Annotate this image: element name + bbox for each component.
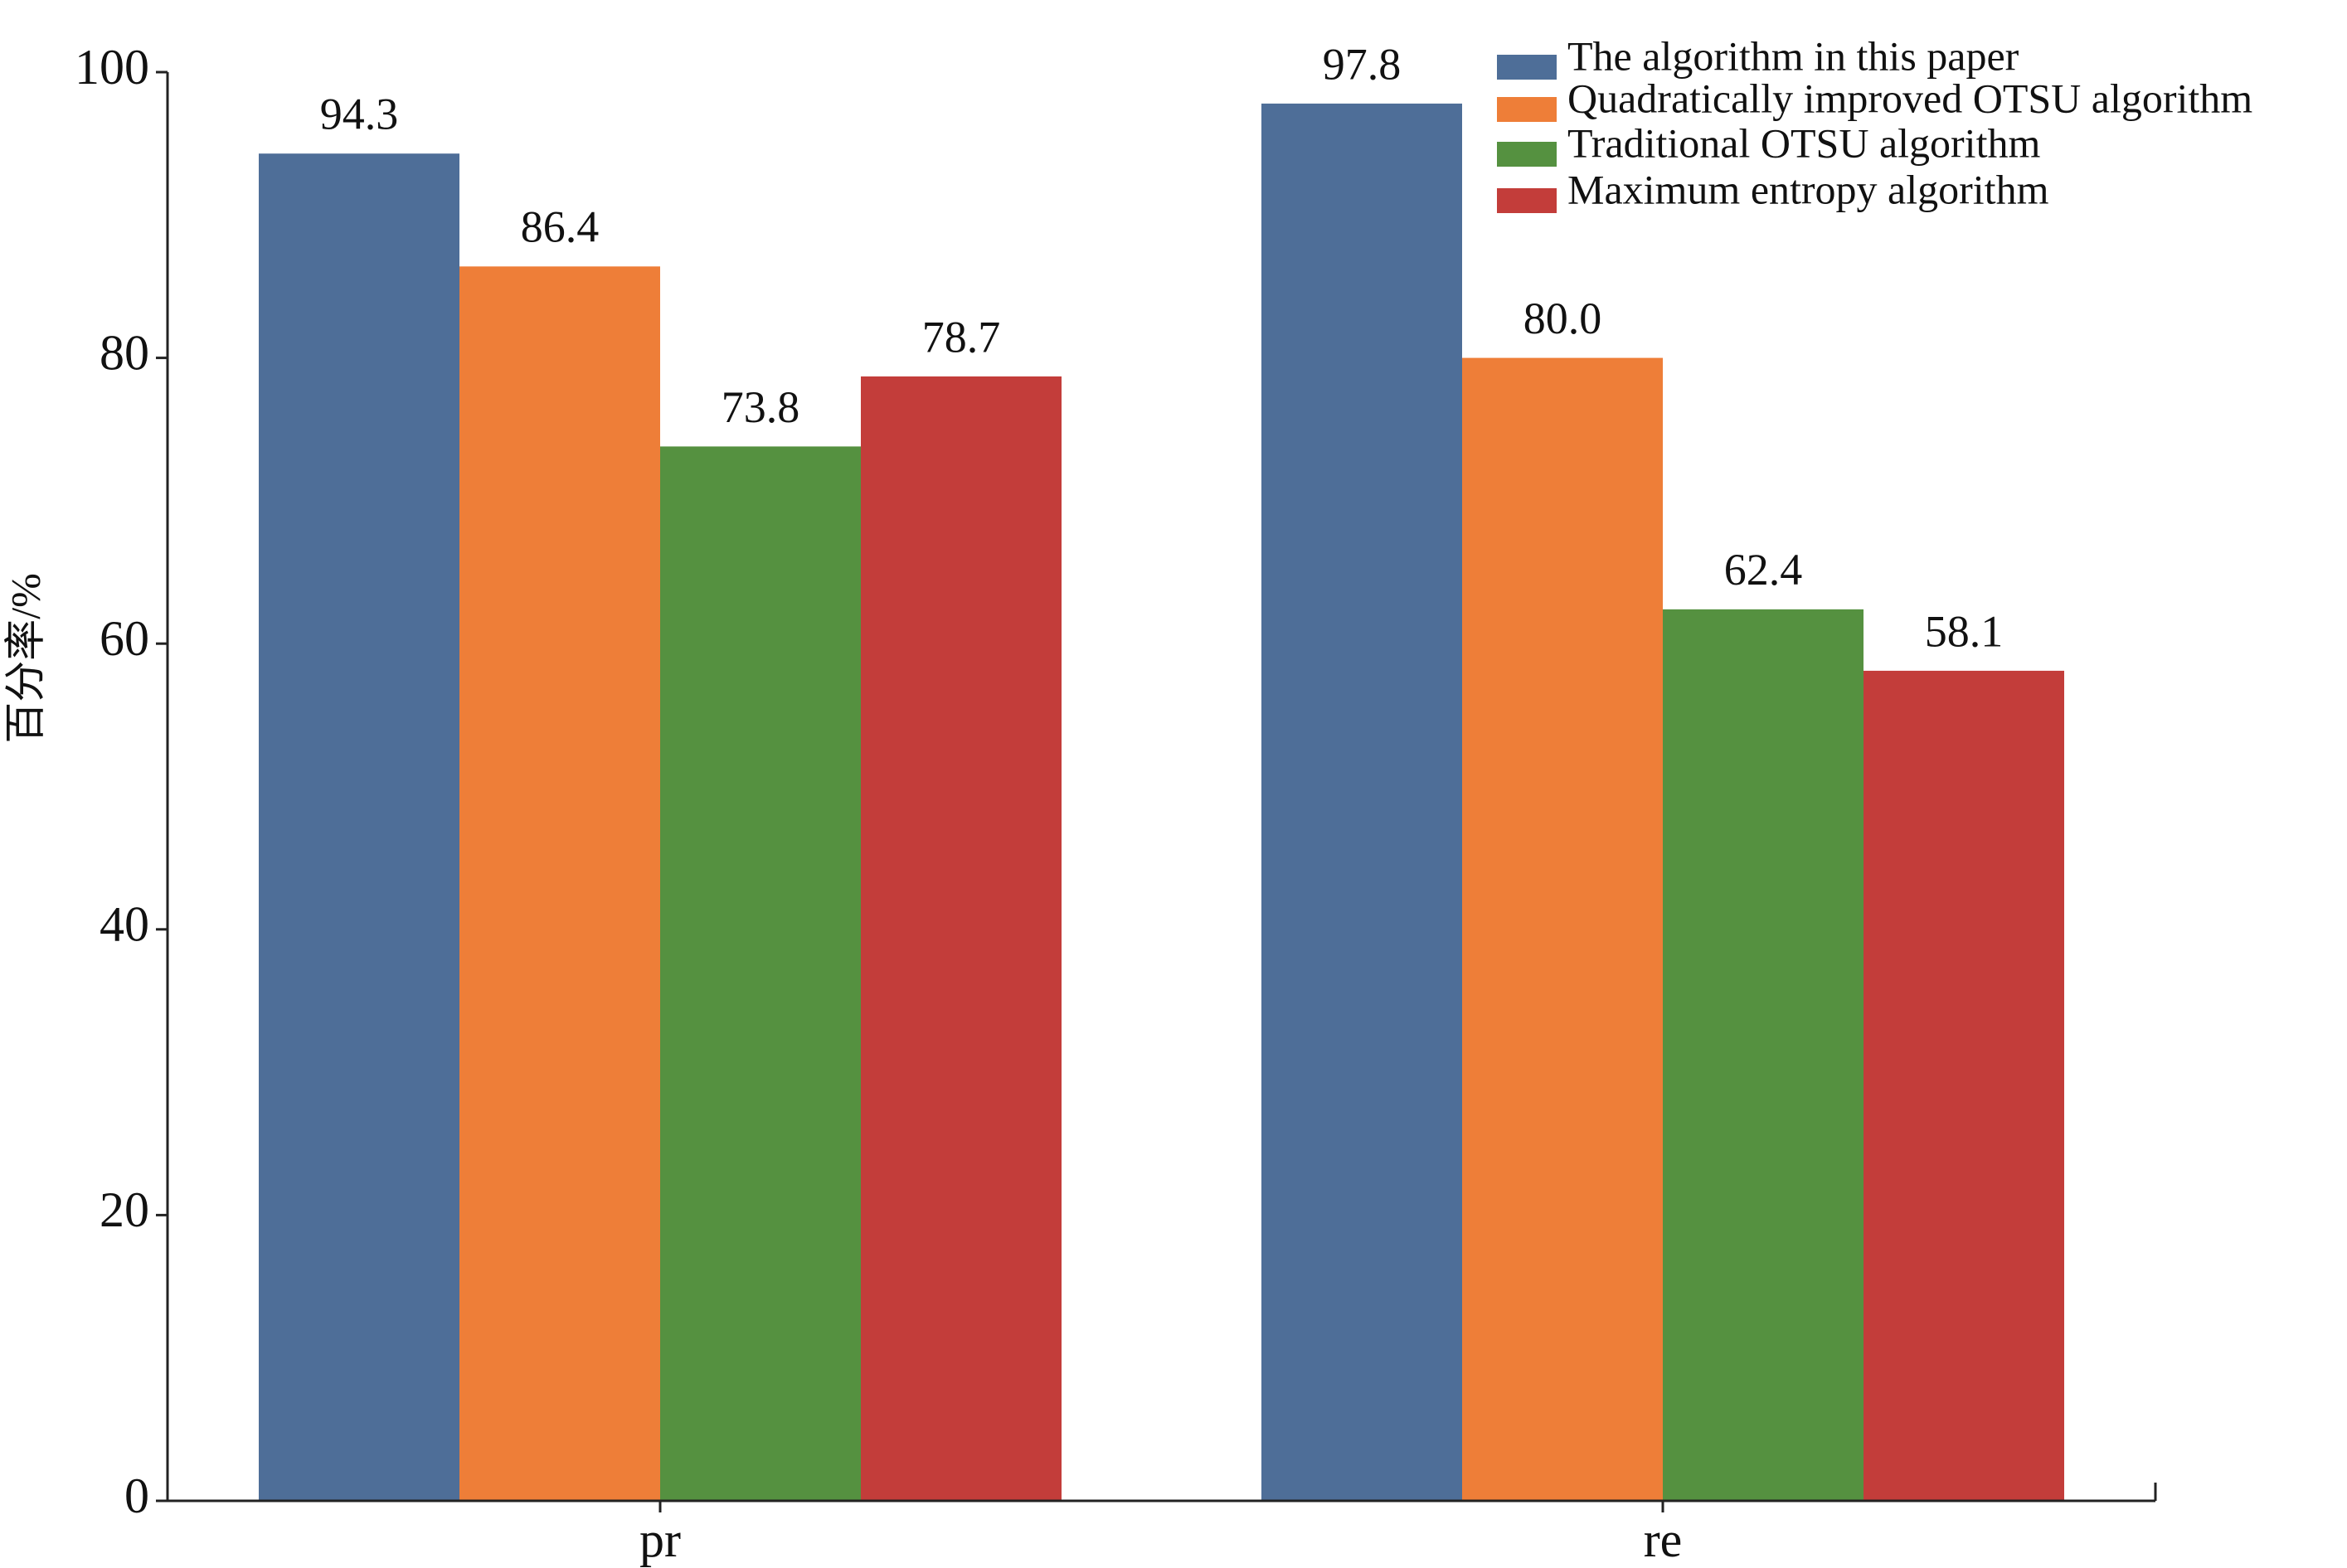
y-tick-label: 40 — [100, 897, 149, 952]
value-label: 62.4 — [1724, 545, 1803, 595]
value-label: 58.1 — [1925, 606, 2004, 656]
value-label: 73.8 — [722, 382, 800, 432]
bar — [1462, 357, 1663, 1502]
legend-swatch — [1497, 97, 1557, 122]
y-tick-label: 80 — [100, 325, 149, 380]
legend-label: The algorithm in this paper — [1567, 32, 2019, 79]
value-label: 78.7 — [922, 312, 1001, 362]
x-tick-label: re — [1644, 1512, 1683, 1567]
bar — [660, 446, 861, 1501]
y-axis-title: 百分率/% — [2, 573, 48, 744]
y-tick-label: 100 — [75, 40, 149, 95]
bar — [1261, 103, 1462, 1501]
legend-swatch — [1497, 188, 1557, 213]
value-label: 86.4 — [521, 202, 600, 252]
legend-swatch — [1497, 142, 1557, 167]
value-label: 97.8 — [1323, 39, 1402, 89]
value-label: 94.3 — [320, 90, 399, 139]
legend-label: Quadratically improved OTSU algorithm — [1567, 75, 2252, 121]
y-tick-label: 60 — [100, 611, 149, 666]
legend-label: Traditional OTSU algorithm — [1567, 119, 2040, 166]
bar — [1864, 670, 2064, 1501]
legend-swatch — [1497, 55, 1557, 80]
bar — [459, 266, 660, 1501]
bar — [861, 376, 1062, 1501]
x-tick-label: pr — [639, 1512, 681, 1567]
y-tick-label: 20 — [100, 1182, 149, 1237]
y-tick-label: 0 — [124, 1468, 149, 1523]
value-label: 80.0 — [1523, 294, 1602, 343]
bar — [259, 153, 459, 1502]
bar — [1663, 609, 1864, 1501]
legend-label: Maximum entropy algorithm — [1567, 166, 2049, 212]
